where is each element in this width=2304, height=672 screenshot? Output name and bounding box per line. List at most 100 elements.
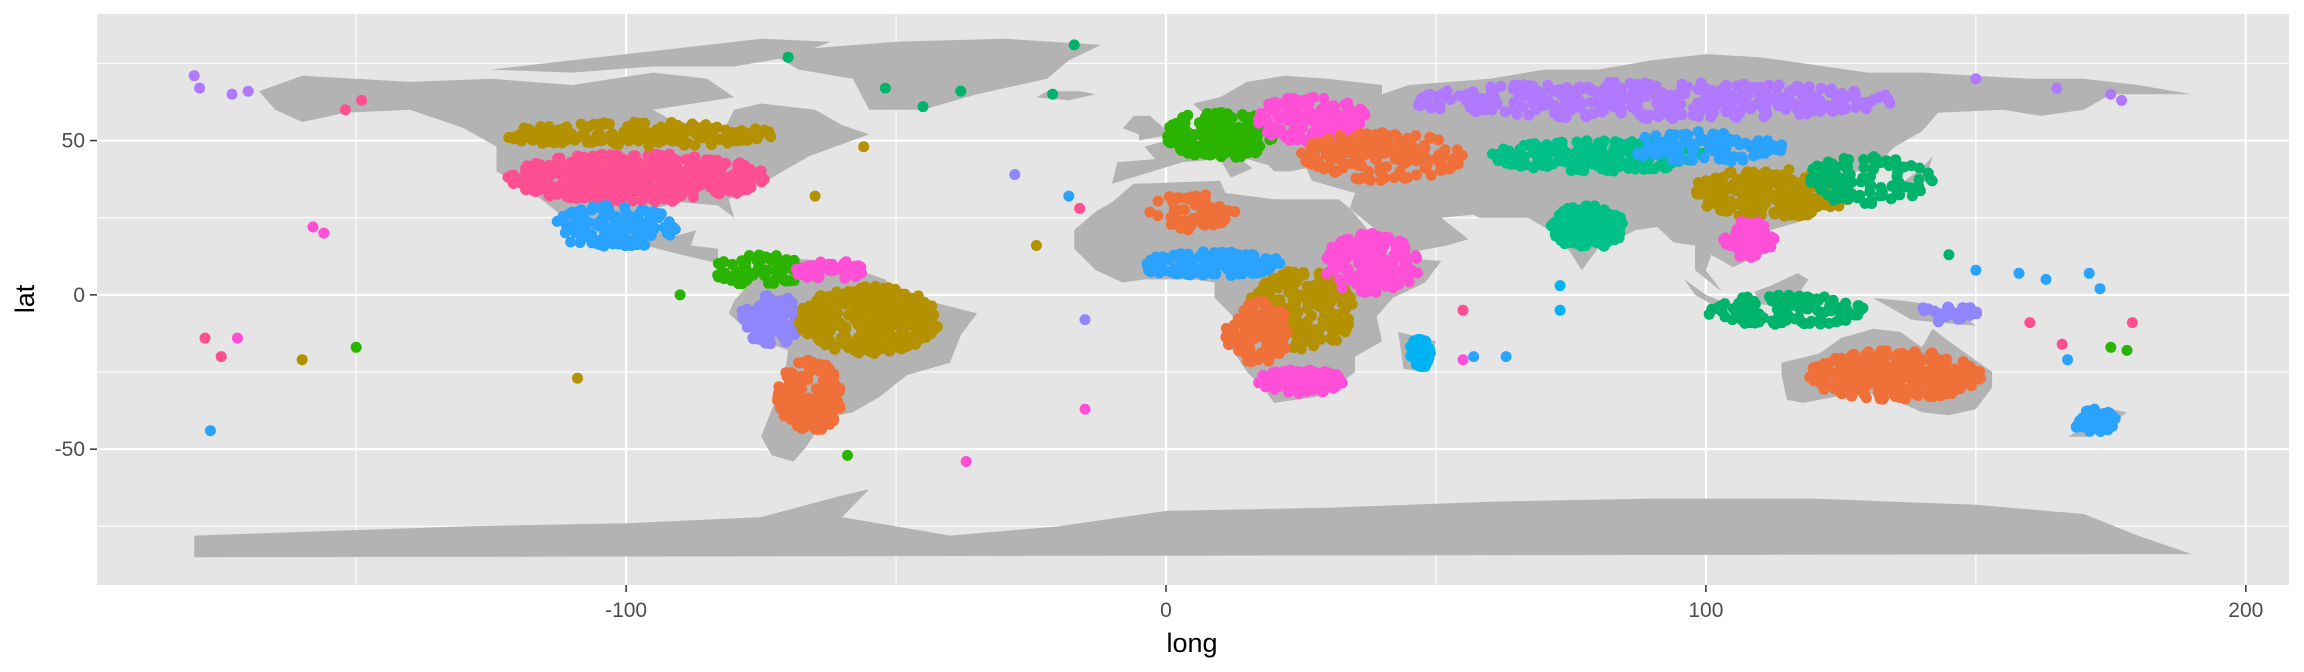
data-point [1254, 140, 1266, 152]
data-point [1716, 96, 1728, 108]
data-point [1352, 236, 1364, 248]
data-point [730, 135, 742, 147]
data-point [1615, 82, 1627, 94]
data-point [1354, 111, 1365, 123]
data-point [1692, 83, 1704, 95]
data-point [1725, 166, 1737, 178]
data-point [1721, 79, 1732, 91]
data-point [1811, 160, 1823, 172]
data-point [1913, 180, 1925, 192]
data-point [620, 130, 631, 142]
data-point [1265, 305, 1276, 317]
data-point [215, 351, 227, 363]
data-point [1759, 242, 1771, 254]
data-point [1701, 95, 1713, 107]
data-point [1277, 331, 1289, 342]
data-point [636, 195, 648, 207]
data-point [2056, 338, 2068, 350]
data-point [1424, 88, 1436, 100]
x-axis-title: long [1166, 628, 1217, 658]
data-point [1814, 377, 1826, 389]
data-point [586, 204, 598, 216]
data-point [677, 175, 689, 187]
data-point [638, 177, 650, 189]
data-point [1553, 209, 1565, 221]
data-point [878, 342, 889, 354]
data-point [1727, 303, 1739, 315]
data-point [1402, 132, 1414, 144]
data-point [1165, 218, 1177, 230]
data-point [1830, 316, 1842, 328]
data-point [773, 326, 785, 338]
data-point [1394, 275, 1406, 286]
data-point [1840, 102, 1851, 114]
data-point [1294, 328, 1306, 340]
data-point [720, 171, 732, 183]
data-point [689, 180, 700, 192]
data-point [566, 128, 578, 140]
data-point [634, 117, 646, 129]
data-point [1337, 120, 1349, 131]
data-point [879, 82, 891, 94]
data-point [796, 370, 807, 382]
data-point [817, 332, 829, 344]
data-point [1891, 185, 1903, 197]
data-point [1379, 172, 1391, 184]
data-point [1970, 264, 1982, 276]
data-point [1815, 82, 1827, 94]
data-point [1291, 101, 1303, 113]
data-point [1744, 317, 1756, 329]
data-point [1270, 253, 1282, 265]
data-point [1336, 282, 1348, 294]
y-tick-label: 50 [62, 130, 85, 153]
data-point [1323, 282, 1335, 294]
data-point [783, 374, 795, 386]
data-point [1622, 158, 1634, 170]
data-point [1838, 153, 1850, 164]
data-point [606, 128, 618, 140]
data-point [651, 124, 663, 136]
data-point [2079, 414, 2091, 426]
data-point [885, 330, 897, 342]
data-point [1693, 98, 1705, 110]
data-point [1418, 140, 1430, 151]
data-point [527, 184, 539, 196]
data-point [1199, 219, 1211, 231]
data-point [824, 290, 835, 302]
data-point [585, 136, 597, 148]
data-point [599, 200, 611, 212]
data-point [829, 343, 841, 355]
data-point [1584, 151, 1596, 163]
data-point [539, 163, 551, 174]
data-point [1363, 253, 1375, 264]
data-point [664, 148, 675, 160]
data-point [1720, 238, 1732, 250]
data-point [1200, 189, 1212, 201]
data-point [1291, 276, 1303, 288]
data-point [1297, 267, 1309, 278]
data-point [1410, 169, 1422, 181]
data-point [1615, 107, 1627, 119]
data-point [1945, 366, 1957, 378]
data-point [1545, 220, 1557, 232]
data-point [1693, 111, 1704, 123]
data-point [786, 297, 798, 309]
data-point [1793, 312, 1805, 324]
data-point [1309, 324, 1321, 336]
data-point [622, 120, 634, 132]
data-point [610, 138, 622, 150]
data-point [1277, 129, 1289, 141]
data-point [1728, 151, 1740, 163]
data-point [569, 177, 581, 189]
data-point [1760, 83, 1772, 94]
data-point [226, 88, 238, 100]
data-point [711, 121, 723, 133]
data-point [842, 449, 853, 461]
data-point [1725, 94, 1737, 106]
data-point [1381, 161, 1393, 173]
land-polygon [771, 38, 1102, 110]
data-point [1766, 295, 1778, 307]
data-point [2051, 82, 2063, 94]
data-point [1883, 374, 1895, 386]
data-point [663, 133, 675, 145]
